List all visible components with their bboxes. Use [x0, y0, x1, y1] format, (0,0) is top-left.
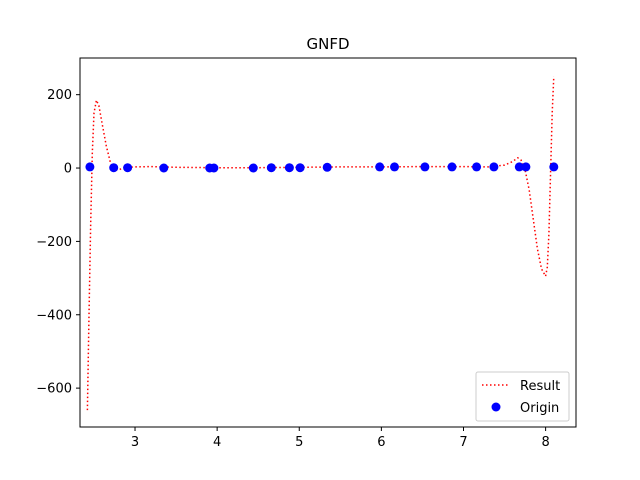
- plot-area: [85, 76, 559, 411]
- series-line-result: [86, 76, 555, 411]
- data-point-origin: [375, 162, 385, 172]
- y-tick-label: −400: [36, 308, 72, 323]
- x-tick-label: 5: [295, 435, 303, 450]
- data-point-origin: [447, 162, 457, 172]
- legend-label-result: Result: [520, 379, 560, 394]
- data-point-origin: [85, 162, 95, 172]
- y-tick-label: 200: [47, 88, 72, 103]
- data-point-origin: [295, 163, 305, 173]
- x-tick-label: 3: [131, 435, 139, 450]
- data-point-origin: [248, 163, 258, 173]
- plot-clip-group: [85, 76, 559, 411]
- data-point-origin: [159, 163, 169, 173]
- y-tick-label: 0: [64, 162, 72, 177]
- chart-title: GNFD: [306, 35, 349, 53]
- axes-frame: [79, 57, 577, 428]
- data-point-origin: [420, 162, 430, 172]
- y-tick-label: −200: [36, 235, 72, 250]
- x-tick-label: 8: [541, 435, 549, 450]
- data-point-origin: [284, 163, 294, 173]
- legend-label-origin: Origin: [520, 401, 559, 416]
- data-point-origin: [489, 162, 499, 172]
- data-point-origin: [521, 162, 531, 172]
- x-tick-label: 6: [377, 435, 385, 450]
- y-tick-label: −600: [36, 382, 72, 397]
- data-point-origin: [123, 163, 133, 173]
- data-point-origin: [472, 162, 482, 172]
- data-point-origin: [322, 162, 332, 172]
- x-tick-label: 7: [459, 435, 467, 450]
- axes: 3 4 5 6 7 8 −600 −400 −200 0 200: [36, 57, 577, 450]
- data-point-origin: [266, 163, 276, 173]
- data-point-origin: [109, 163, 119, 173]
- data-point-origin: [390, 162, 399, 172]
- data-point-origin: [209, 163, 219, 173]
- legend-marker-sample: [491, 402, 501, 412]
- legend: Result Origin: [475, 371, 570, 422]
- x-tick-label: 4: [213, 435, 221, 450]
- data-point-origin: [514, 162, 524, 172]
- data-point-origin: [549, 162, 559, 172]
